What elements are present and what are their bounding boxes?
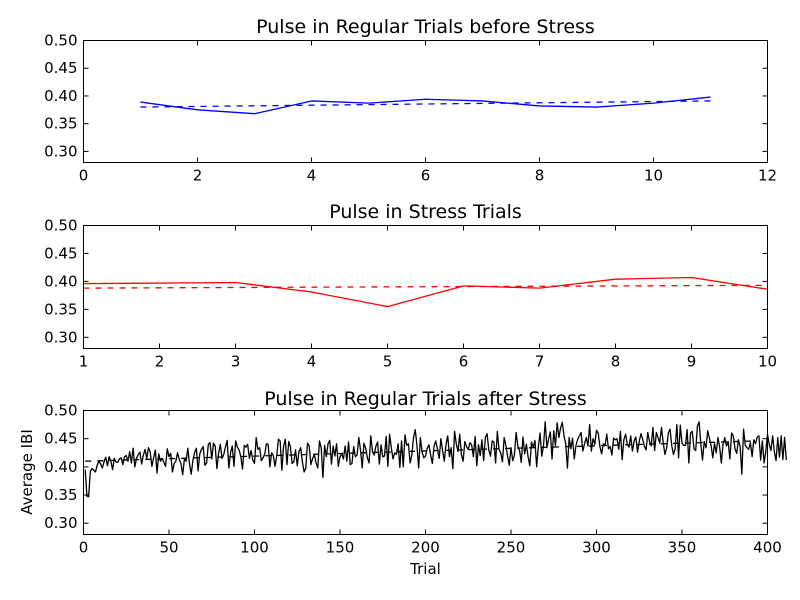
y-tick-label: 0.40	[44, 87, 77, 105]
x-tick-label: 12	[758, 167, 777, 185]
y-tick-label: 0.45	[44, 430, 77, 448]
x-tick-label: 5	[383, 353, 393, 371]
y-tick-label: 0.35	[44, 300, 77, 318]
plot-frame	[83, 225, 768, 349]
chart-title: Pulse in Regular Trials before Stress	[256, 16, 595, 38]
x-tick-label: 250	[497, 539, 526, 557]
y-tick-label: 0.45	[44, 59, 77, 77]
series-group	[140, 96, 711, 115]
y-tick-label: 0.30	[44, 328, 77, 346]
chart-title: Pulse in Stress Trials	[329, 201, 522, 223]
series-line	[140, 96, 711, 115]
y-tick-label: 0.50	[44, 402, 77, 420]
x-tick-label: 8	[611, 353, 621, 371]
y-tick-label: 0.35	[44, 115, 77, 133]
x-tick-label: 4	[307, 167, 317, 185]
x-tick-label: 7	[535, 353, 545, 371]
x-tick-label: 8	[535, 167, 545, 185]
chart-before-stress: Pulse in Regular Trials before Stress 0 2…	[44, 16, 777, 185]
x-tick-label: 9	[687, 353, 697, 371]
y-tick-label: 0.45	[44, 244, 77, 262]
x-tick-label: 2	[193, 167, 203, 185]
x-tick-label: 350	[668, 539, 697, 557]
x-tick-label: 50	[159, 539, 178, 557]
ticks-group: 1 2 3 4 5 6 7 8 9 10 0.30 0.35 0.40 0.45 0.50	[44, 217, 777, 371]
x-tick-label: 100	[240, 539, 269, 557]
ticks-group: 0 2 4 6 8 10 12 0.30 0.35 0.40 0.45 0.50	[44, 32, 777, 185]
y-tick-label: 0.30	[44, 142, 77, 160]
y-tick-label: 0.40	[44, 272, 77, 290]
y-tick-label: 0.30	[44, 514, 77, 532]
plot-frame	[83, 410, 768, 535]
series-line	[84, 421, 787, 498]
trend-line	[85, 440, 756, 462]
x-tick-label: 0	[79, 539, 89, 557]
x-tick-label: 200	[411, 539, 440, 557]
y-tick-label: 0.50	[44, 217, 77, 235]
y-tick-label: 0.50	[44, 32, 77, 50]
x-tick-label: 400	[753, 539, 782, 557]
x-tick-label: 300	[582, 539, 611, 557]
x-tick-label: 150	[326, 539, 355, 557]
x-tick-label: 3	[231, 353, 241, 371]
x-tick-label: 0	[79, 167, 89, 185]
x-tick-label: 10	[758, 353, 777, 371]
x-tick-label: 4	[307, 353, 317, 371]
y-tick-label: 0.35	[44, 486, 77, 504]
series-group	[83, 276, 768, 308]
y-tick-label: 0.40	[44, 458, 77, 476]
y-axis-label: Average IBI	[18, 429, 36, 515]
x-tick-label: 1	[79, 353, 89, 371]
x-tick-label: 10	[644, 167, 663, 185]
series-group	[84, 421, 787, 498]
x-axis-label: Trial	[409, 560, 441, 578]
x-tick-label: 6	[459, 353, 469, 371]
series-line	[83, 276, 768, 308]
chart-after-stress: Pulse in Regular Trials after Stress 0 50…	[18, 388, 787, 578]
x-tick-label: 6	[421, 167, 431, 185]
chart-title: Pulse in Regular Trials after Stress	[264, 388, 587, 410]
chart-stress: Pulse in Stress Trials 1 2 3 4 5 6 7 8 9 10 0.30 0.…	[44, 201, 777, 371]
plot-frame	[83, 40, 768, 163]
x-tick-label: 2	[155, 353, 165, 371]
